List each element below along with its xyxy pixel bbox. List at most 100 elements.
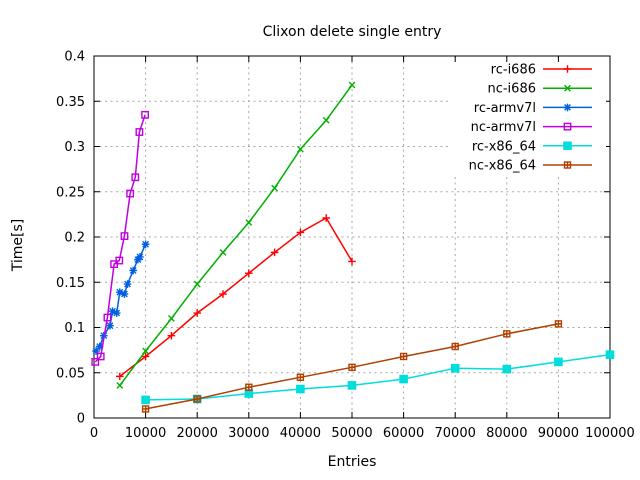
series-nc-i686 bbox=[116, 81, 356, 389]
legend-label: nc-armv7l bbox=[471, 120, 536, 135]
open-square-marker-icon bbox=[126, 189, 135, 198]
cross-marker-icon bbox=[142, 347, 149, 355]
asterisk-marker-icon bbox=[123, 280, 132, 288]
filled-square-marker-icon bbox=[347, 381, 357, 390]
cross-marker-icon bbox=[245, 219, 253, 226]
y-tick-label: 0.3 bbox=[64, 140, 85, 155]
x-tick-label: 40000 bbox=[280, 426, 321, 441]
series-nc-armv7l bbox=[91, 110, 149, 366]
plot-border bbox=[93, 55, 611, 419]
asterisk-marker-icon bbox=[141, 240, 150, 249]
legend-item-rc-armv7l: rc-armv7l bbox=[474, 101, 592, 116]
square-plus-marker-icon bbox=[400, 353, 407, 360]
legend-label: nc-i686 bbox=[487, 82, 536, 97]
legend-item-nc-armv7l: nc-armv7l bbox=[471, 120, 592, 135]
plus-marker-icon bbox=[563, 65, 572, 73]
square-plus-marker-icon bbox=[452, 343, 459, 350]
filled-square-marker-icon bbox=[399, 374, 408, 384]
asterisk-marker-icon bbox=[92, 347, 100, 355]
open-square-marker-icon bbox=[563, 122, 572, 131]
asterisk-marker-icon bbox=[129, 266, 138, 275]
legend-background bbox=[450, 62, 606, 174]
filled-square-marker-icon bbox=[141, 395, 150, 405]
asterisk-marker-icon bbox=[108, 307, 117, 316]
square-plus-marker-icon bbox=[555, 320, 562, 327]
cross-marker-icon bbox=[322, 116, 330, 124]
plus-marker-icon bbox=[348, 257, 356, 266]
filled-square-marker-icon bbox=[563, 141, 572, 151]
x-tick-label: 100000 bbox=[585, 426, 635, 441]
series-nc-x86-64 bbox=[141, 320, 563, 413]
x-tick-label: 20000 bbox=[177, 426, 218, 441]
asterisk-marker-icon bbox=[120, 290, 129, 298]
legend: rc-i686 nc-i686 rc-armv7l nc-armv7l rc-x86_6… bbox=[450, 62, 606, 174]
cross-marker-icon bbox=[116, 382, 124, 389]
y-tick-label: 0.4 bbox=[64, 50, 85, 65]
filled-square-marker-icon bbox=[554, 357, 563, 367]
filled-square-marker-icon bbox=[502, 364, 512, 374]
plot-frame bbox=[93, 55, 611, 419]
open-square-marker-icon bbox=[135, 128, 144, 136]
plus-marker-icon bbox=[141, 352, 150, 361]
asterisk-marker-icon bbox=[116, 288, 124, 297]
square-plus-marker-icon bbox=[349, 364, 355, 371]
cross-marker-icon bbox=[297, 145, 304, 153]
plus-marker-icon bbox=[296, 228, 305, 237]
asterisk-marker-icon bbox=[563, 103, 572, 112]
y-axis-label: Time[s] bbox=[10, 219, 26, 272]
square-plus-marker-icon bbox=[564, 162, 571, 168]
filled-square-marker-icon bbox=[450, 363, 460, 373]
y-tick-labels: 0 0.05 0.1 0.15 0.2 0.25 0.3 0.35 0.4 bbox=[56, 50, 85, 427]
asterisk-marker-icon bbox=[136, 253, 144, 261]
square-plus-marker-icon bbox=[194, 395, 201, 402]
cross-marker-icon bbox=[564, 84, 571, 92]
open-square-marker-icon bbox=[115, 256, 124, 265]
series-line bbox=[94, 114, 146, 363]
asterisk-marker-icon bbox=[112, 309, 121, 317]
cross-marker-icon bbox=[271, 184, 278, 192]
open-square-marker-icon bbox=[131, 173, 140, 182]
legend-item-rc-i686: rc-i686 bbox=[491, 63, 592, 78]
open-square-marker-icon bbox=[91, 357, 100, 366]
cross-marker-icon bbox=[168, 315, 175, 322]
cross-marker-icon bbox=[219, 248, 227, 256]
series-line bbox=[119, 84, 353, 386]
x-tick-label: 30000 bbox=[228, 426, 269, 441]
open-square-marker-icon bbox=[96, 352, 105, 361]
x-tick-labels: 0 10000 20000 30000 40000 50000 60000 70000 8000… bbox=[90, 426, 635, 441]
plus-marker-icon bbox=[167, 331, 176, 340]
legend-item-nc-i686: nc-i686 bbox=[487, 82, 592, 97]
y-tick-label: 0.1 bbox=[64, 321, 85, 336]
y-tick-label: 0.35 bbox=[56, 95, 85, 110]
legend-label: rc-i686 bbox=[491, 63, 536, 78]
chart-title: Clixon delete single entry bbox=[263, 24, 442, 40]
plus-marker-icon bbox=[219, 290, 227, 298]
x-tick-label: 50000 bbox=[331, 426, 372, 441]
square-plus-marker-icon bbox=[503, 330, 510, 337]
plus-marker-icon bbox=[245, 269, 253, 277]
square-plus-marker-icon bbox=[297, 374, 304, 381]
open-square-marker-icon bbox=[103, 313, 112, 322]
series-line bbox=[145, 353, 611, 401]
y-tick-label: 0.15 bbox=[56, 276, 85, 291]
x-tick-label: 60000 bbox=[383, 426, 424, 441]
filled-square-marker-icon bbox=[296, 384, 305, 394]
plus-marker-icon bbox=[193, 309, 201, 317]
legend-label: rc-armv7l bbox=[474, 101, 536, 116]
y-tick-label: 0.2 bbox=[64, 231, 85, 246]
open-square-marker-icon bbox=[120, 232, 129, 240]
x-tick-label: 70000 bbox=[435, 426, 476, 441]
series-line bbox=[119, 216, 353, 377]
plus-marker-icon bbox=[270, 248, 279, 257]
asterisk-marker-icon bbox=[106, 321, 114, 330]
filled-square-marker-icon bbox=[605, 350, 615, 359]
cross-marker-icon bbox=[193, 280, 201, 288]
asterisk-marker-icon bbox=[95, 342, 104, 351]
x-tick-label: 80000 bbox=[486, 426, 527, 441]
x-tick-label: 0 bbox=[90, 426, 98, 441]
legend-item-nc-x86-64: nc-x86_64 bbox=[469, 159, 592, 174]
series-rc-i686 bbox=[116, 214, 356, 381]
y-tick-label: 0.05 bbox=[56, 366, 85, 381]
y-tick-label: 0.25 bbox=[56, 185, 85, 200]
